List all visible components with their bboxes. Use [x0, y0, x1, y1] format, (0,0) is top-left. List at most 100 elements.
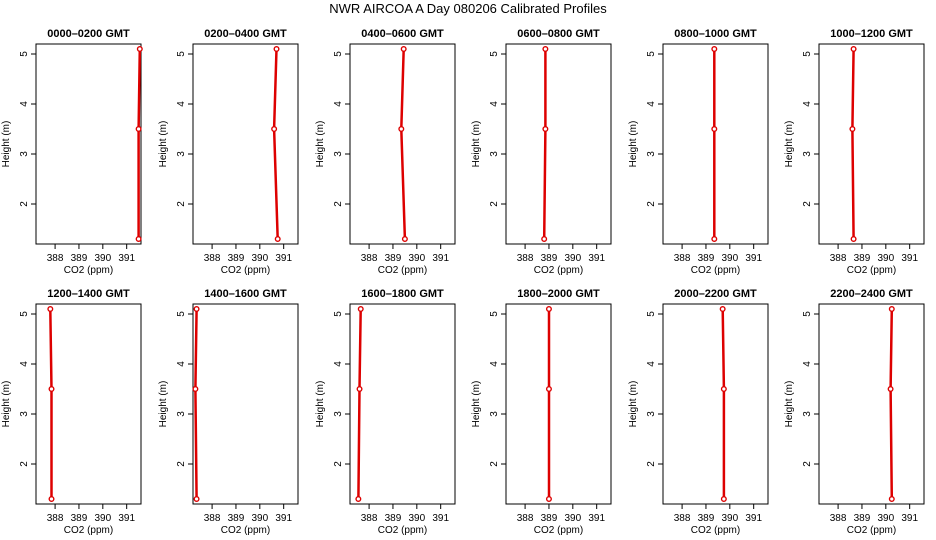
x-tick-label: 391	[432, 253, 449, 264]
y-tick-label: 2	[333, 461, 344, 467]
x-tick-label: 388	[47, 253, 64, 264]
y-tick-label: 2	[802, 201, 813, 207]
x-tick-label: 389	[541, 513, 558, 524]
profile-point	[357, 306, 364, 313]
x-tick-label: 390	[251, 253, 268, 264]
y-tick-label: 3	[802, 151, 813, 157]
x-tick-label: 389	[228, 253, 245, 264]
x-tick-label: 391	[901, 513, 918, 524]
x-tick-label: 391	[118, 513, 135, 524]
x-tick-label: 391	[901, 253, 918, 264]
x-tick-label: 389	[698, 253, 715, 264]
x-tick-label: 390	[877, 253, 894, 264]
plot-frame	[818, 43, 925, 245]
x-tick-label: 389	[541, 253, 558, 264]
figure-title: NWR AIRCOA A Day 080206 Calibrated Profi…	[329, 1, 607, 16]
profile-point	[355, 496, 362, 503]
y-axis-label: Height (m)	[471, 381, 482, 428]
x-tick-label: 388	[674, 513, 691, 524]
plot-frame	[662, 303, 769, 505]
x-tick-label: 389	[228, 513, 245, 524]
x-tick-label: 388	[204, 513, 221, 524]
x-tick-label: 389	[854, 253, 871, 264]
y-tick-label: 5	[646, 311, 657, 317]
x-tick-label: 389	[71, 513, 88, 524]
profile-point	[711, 125, 718, 132]
panel-title: 1800–2000 GMT	[517, 288, 600, 300]
profile-panel: 2200–2400 GMT 388 389 390 391 2 3 4 5 CO2 (ppm) He…	[784, 288, 925, 536]
x-axis-label: CO2 (ppm)	[221, 525, 270, 536]
profile-point	[887, 386, 894, 393]
panel-title: 2200–2400 GMT	[830, 288, 913, 300]
profile-point	[850, 46, 857, 53]
panel-title: 1200–1400 GMT	[47, 288, 130, 300]
plot-frame	[35, 43, 142, 245]
x-tick-label: 389	[385, 513, 402, 524]
x-tick-label: 390	[564, 513, 581, 524]
x-tick-label: 388	[517, 253, 534, 264]
plot-frame	[349, 303, 456, 505]
y-tick-label: 5	[333, 311, 344, 317]
y-tick-label: 5	[646, 51, 657, 57]
x-tick-label: 388	[517, 513, 534, 524]
y-tick-label: 3	[802, 411, 813, 417]
panel-title: 2000–2200 GMT	[674, 288, 757, 300]
x-tick-label: 389	[854, 513, 871, 524]
x-tick-label: 391	[275, 513, 292, 524]
y-axis-label: Height (m)	[315, 121, 326, 168]
profile-point	[356, 386, 363, 393]
x-axis-label: CO2 (ppm)	[534, 265, 583, 276]
profile-line	[721, 308, 726, 499]
y-tick-label: 2	[489, 461, 500, 467]
profile-point	[850, 235, 857, 242]
x-tick-label: 390	[877, 513, 894, 524]
y-axis-label: Height (m)	[1, 121, 12, 168]
y-tick-label: 2	[489, 201, 500, 207]
x-axis-label: CO2 (ppm)	[847, 525, 896, 536]
y-tick-label: 5	[802, 51, 813, 57]
x-axis-label: CO2 (ppm)	[691, 525, 740, 536]
y-tick-label: 3	[333, 151, 344, 157]
y-tick-label: 2	[646, 201, 657, 207]
x-tick-label: 388	[47, 513, 64, 524]
profile-line	[400, 48, 407, 240]
y-tick-label: 4	[19, 101, 30, 107]
y-tick-label: 5	[19, 51, 30, 57]
y-tick-label: 3	[176, 411, 187, 417]
profile-point	[849, 125, 856, 132]
profile-line	[137, 48, 142, 239]
y-tick-label: 5	[176, 51, 187, 57]
panel-title: 0200–0400 GMT	[204, 28, 287, 40]
y-tick-label: 3	[646, 411, 657, 417]
x-axis-label: CO2 (ppm)	[378, 525, 427, 536]
profile-point	[401, 235, 408, 242]
profile-line	[542, 49, 547, 240]
x-tick-label: 391	[118, 253, 135, 264]
profile-panel: 1600–1800 GMT 388 389 390 391 2 3 4 5 CO2 (ppm) He…	[315, 288, 456, 536]
x-tick-label: 388	[830, 253, 847, 264]
y-axis-label: Height (m)	[315, 381, 326, 428]
y-tick-label: 5	[802, 311, 813, 317]
x-axis-label: CO2 (ppm)	[64, 265, 113, 276]
y-tick-label: 4	[176, 101, 187, 107]
profile-point	[545, 386, 552, 393]
plot-frame	[662, 43, 769, 245]
x-tick-label: 391	[588, 513, 605, 524]
profile-point	[400, 46, 407, 53]
x-tick-label: 391	[588, 253, 605, 264]
y-tick-label: 5	[19, 311, 30, 317]
y-tick-label: 2	[333, 201, 344, 207]
x-tick-label: 388	[830, 513, 847, 524]
y-tick-label: 4	[646, 101, 657, 107]
profile-point	[720, 386, 727, 393]
x-tick-label: 389	[698, 513, 715, 524]
y-axis-label: Height (m)	[628, 381, 639, 428]
y-tick-label: 2	[19, 201, 30, 207]
y-tick-label: 4	[489, 101, 500, 107]
profile-panel: 1200–1400 GMT 388 389 390 391 2 3 4 5 CO2 (ppm) He…	[1, 288, 142, 536]
y-tick-label: 3	[489, 151, 500, 157]
profile-point	[545, 306, 552, 313]
y-tick-label: 3	[19, 411, 30, 417]
y-tick-label: 4	[333, 361, 344, 367]
